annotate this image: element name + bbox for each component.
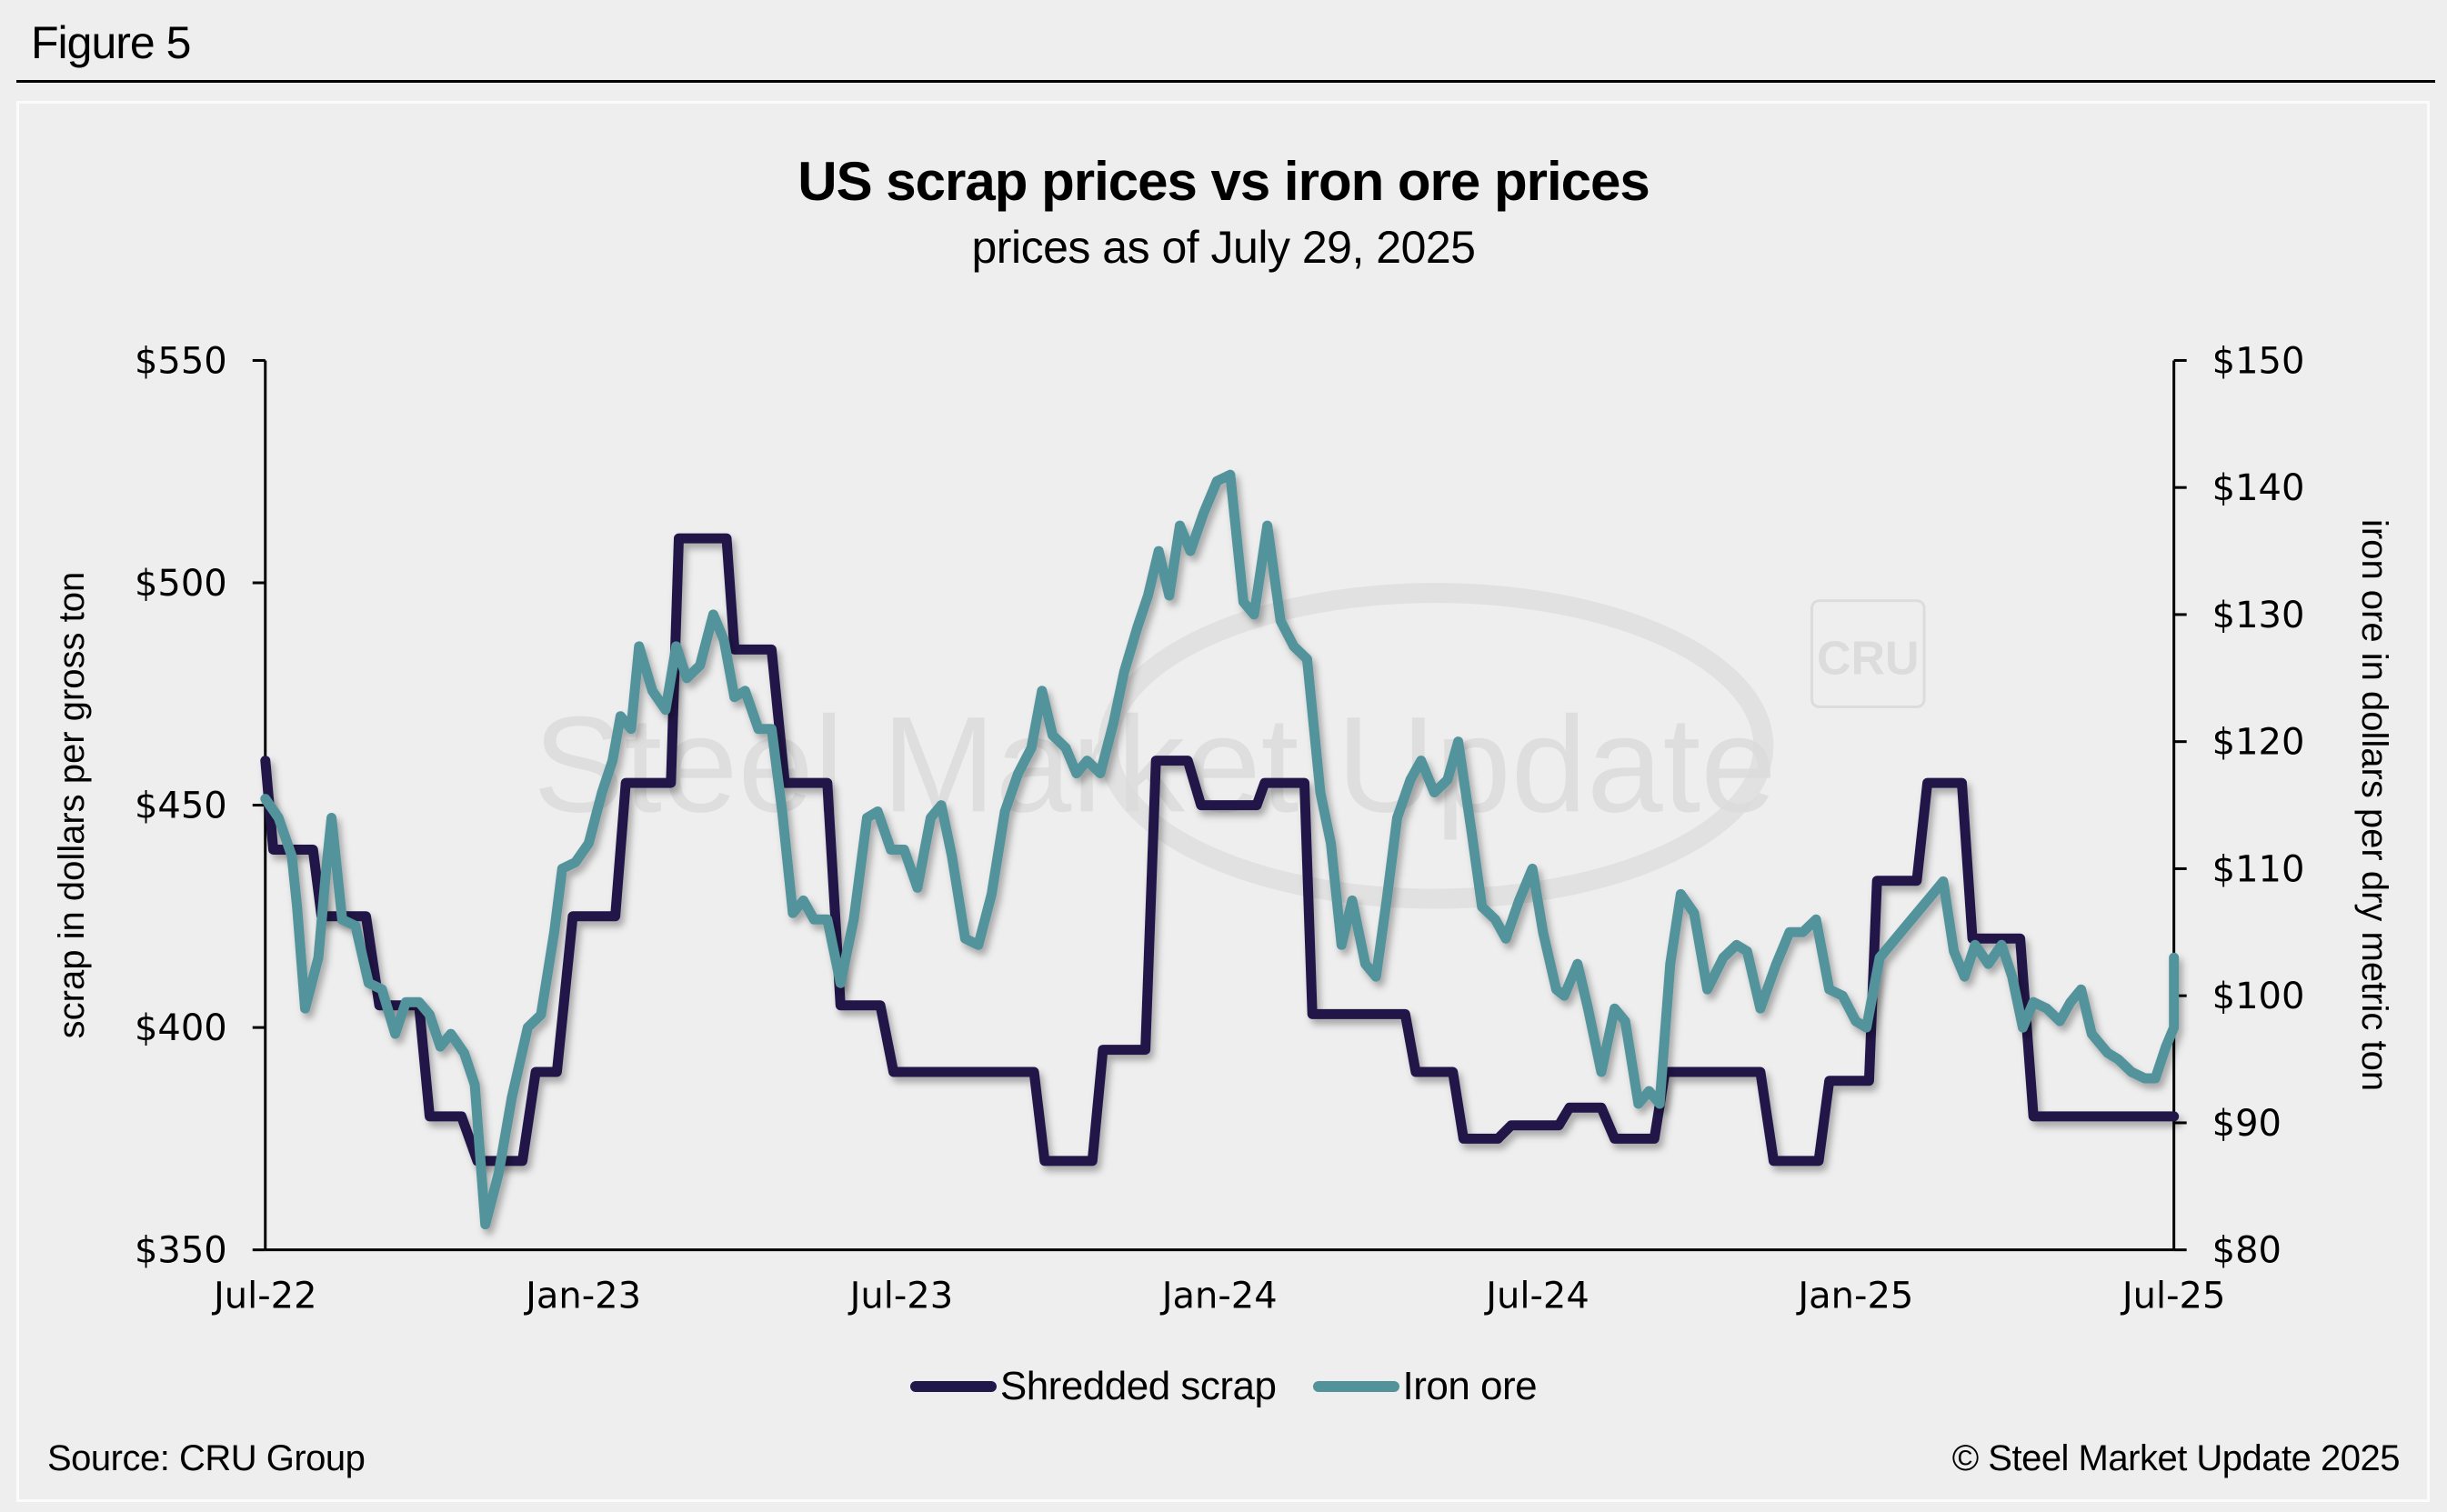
y-tick-label-right: $150 <box>2212 340 2305 382</box>
series-line-shredded-scrap <box>260 533 2180 1167</box>
watermark-badge <box>1810 599 1926 708</box>
y-tick-label-right: $100 <box>2212 976 2305 1017</box>
x-tick-label: Jul-24 <box>1483 1276 1590 1317</box>
y-tick-label-left: $400 <box>135 1007 227 1049</box>
legend-item-iron-ore: Iron ore <box>1312 1364 1538 1409</box>
legend: Shredded scrap Iron ore <box>0 1364 2447 1409</box>
y-tick-label-left: $500 <box>135 563 227 605</box>
y-tick-label-left: $550 <box>135 340 227 382</box>
legend-item-scrap: Shredded scrap <box>909 1364 1277 1409</box>
y-axis-title-right: iron ore in dollars per dry metric ton <box>2354 519 2394 1091</box>
y-tick-label-right: $80 <box>2212 1230 2282 1272</box>
y-tick-label-right: $90 <box>2212 1103 2282 1145</box>
x-tick-label: Jan-24 <box>1159 1276 1278 1317</box>
y-tick-label-left: $350 <box>135 1230 227 1272</box>
y-tick-label-right: $140 <box>2212 467 2305 509</box>
x-tick-label: Jul-23 <box>847 1276 954 1317</box>
chart-subtitle: prices as of July 29, 2025 <box>971 222 1477 273</box>
legend-swatch-iron-ore <box>1312 1381 1399 1392</box>
y-tick-label-left: $450 <box>135 786 227 827</box>
y-tick-label-right: $110 <box>2212 848 2305 890</box>
x-tick-label: Jul-22 <box>211 1276 317 1317</box>
copyright-note: © Steel Market Update 2025 <box>1951 1438 2401 1478</box>
legend-label-scrap: Shredded scrap <box>999 1364 1277 1408</box>
y-tick-label-right: $130 <box>2212 595 2305 636</box>
tick-labels: $350 $400 $450 $500 $550 $80 $90 $100 $110 $120 $1… <box>52 340 2394 1317</box>
y-axis-title-left: scrap in dollars per gross ton <box>52 572 92 1039</box>
source-note: Source: CRU Group <box>47 1438 366 1478</box>
legend-label-iron-ore: Iron ore <box>1402 1364 1538 1408</box>
series-line-iron-ore <box>260 469 2180 1230</box>
figure-rule <box>16 80 2435 83</box>
x-tick-label: Jan-23 <box>523 1276 641 1317</box>
legend-swatch-scrap <box>909 1381 997 1392</box>
x-tick-label: Jan-25 <box>1795 1276 1913 1317</box>
watermark-badge-text: CRU <box>1817 632 1920 685</box>
figure-label: Figure 5 <box>31 17 191 68</box>
x-tick-label: Jul-25 <box>2120 1276 2226 1317</box>
chart-title: US scrap prices vs iron ore prices <box>797 151 1650 212</box>
series-layer <box>260 469 2180 1230</box>
y-tick-label-right: $120 <box>2212 722 2305 764</box>
